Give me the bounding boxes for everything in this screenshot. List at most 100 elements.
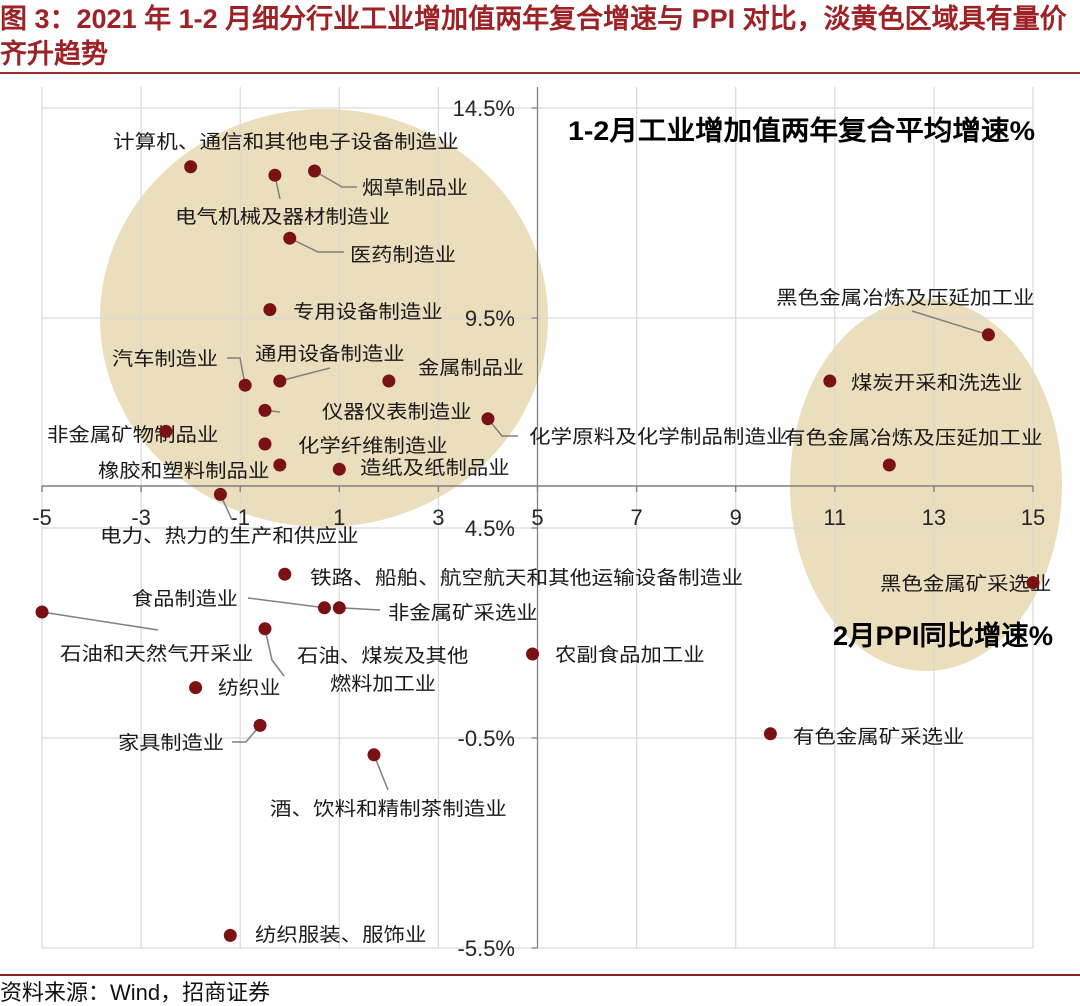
x-tick-label: -1 <box>230 505 250 530</box>
data-label: 电气机械及器材制造业 <box>175 206 390 228</box>
leader-line <box>487 418 518 437</box>
leader-line <box>232 724 261 743</box>
x-tick-label: 9 <box>730 505 742 530</box>
data-point <box>258 437 272 451</box>
footer-rule <box>0 974 1080 976</box>
data-label-line: 电气机械及器材制造业 <box>175 206 390 228</box>
data-label: 家具制造业 <box>118 732 224 754</box>
data-point <box>332 462 346 476</box>
data-point <box>278 567 292 581</box>
data-point <box>526 647 540 661</box>
data-label-line: 煤炭开采和洗选业 <box>851 372 1022 394</box>
data-point <box>253 718 267 732</box>
data-point <box>382 374 396 388</box>
data-label-line: 纺织业 <box>218 677 280 699</box>
data-label-line: 电力、热力的生产和供应业 <box>100 525 359 547</box>
data-label: 纺织业 <box>218 677 280 699</box>
data-points <box>35 160 1040 942</box>
data-label-line: 汽车制造业 <box>112 348 218 370</box>
leader-line <box>289 237 344 253</box>
figure-title: 图 3：2021 年 1-2 月细分行业工业增加值两年复合增速与 PPI 对比，… <box>0 4 1067 69</box>
data-label: 石油和天然气开采业 <box>60 643 253 665</box>
data-label: 通用设备制造业 <box>255 343 405 365</box>
data-label: 非金属矿采选业 <box>388 602 538 624</box>
data-label: 有色金属冶炼及压延加工业 <box>784 427 1043 449</box>
data-label-line: 造纸及纸制品业 <box>360 457 510 479</box>
data-point <box>223 928 237 942</box>
data-label: 电力、热力的生产和供应业 <box>100 525 359 547</box>
source-note: 资料来源：Wind，招商证券 <box>0 980 271 1005</box>
y-tick-label: -0.5% <box>458 726 515 751</box>
data-label-line: 酒、饮料和精制茶制造业 <box>270 798 507 820</box>
y-tick-label: 4.5% <box>465 516 515 541</box>
data-point <box>238 378 252 392</box>
data-label: 有色金属矿采选业 <box>793 726 964 748</box>
data-point <box>35 605 49 619</box>
leader-line <box>264 628 285 677</box>
data-label-line: 计算机、通信和其他电子设备制造业 <box>113 131 459 153</box>
data-label-line: 通用设备制造业 <box>255 343 405 365</box>
data-label-line: 非金属矿采选业 <box>388 602 538 624</box>
data-label: 计算机、通信和其他电子设备制造业 <box>113 131 459 153</box>
data-point <box>268 168 282 182</box>
data-label: 酒、饮料和精制茶制造业 <box>270 798 507 820</box>
data-point <box>283 231 297 245</box>
data-point <box>332 601 346 615</box>
data-label: 医药制造业 <box>350 244 456 266</box>
data-label-line: 石油、煤炭及其他 <box>297 645 468 667</box>
data-label-line: 燃料加工业 <box>330 673 436 695</box>
data-point <box>184 160 198 174</box>
leader-line <box>314 170 357 188</box>
data-label-line: 专用设备制造业 <box>293 301 443 323</box>
data-label-line: 黑色金属冶炼及压延加工业 <box>776 287 1035 309</box>
y-tick-label: -5.5% <box>458 936 515 961</box>
data-point <box>367 748 381 762</box>
data-label: 黑色金属冶炼及压延加工业 <box>776 287 1035 309</box>
data-label-line: 化学纤维制造业 <box>298 435 448 457</box>
x-tick-label: -3 <box>131 505 151 530</box>
data-point <box>763 727 777 741</box>
data-label: 铁路、船舶、航空航天和其他运输设备制造业 <box>310 567 743 589</box>
leader-line <box>41 611 159 631</box>
x-tick-label: 1 <box>333 505 345 530</box>
data-label-line: 橡胶和塑料制品业 <box>98 460 269 482</box>
data-label: 金属制品业 <box>418 357 524 379</box>
x-tick-label: 11 <box>823 505 846 530</box>
data-label: 汽车制造业 <box>112 348 218 370</box>
data-point <box>189 681 203 695</box>
highlight-region <box>790 299 1062 671</box>
data-label-line: 有色金属冶炼及压延加工业 <box>784 427 1043 449</box>
x-tick-label: 7 <box>630 505 642 530</box>
data-point <box>263 303 277 317</box>
y-tick-label: 9.5% <box>465 306 515 331</box>
data-label-line: 黑色金属矿采选业 <box>880 573 1051 595</box>
data-label: 专用设备制造业 <box>293 301 443 323</box>
data-point <box>481 412 495 426</box>
data-label-line: 金属制品业 <box>418 357 524 379</box>
data-label: 化学原料及化学制品制造业 <box>529 426 788 448</box>
data-label-line: 铁路、船舶、航空航天和其他运输设备制造业 <box>310 567 743 589</box>
data-point <box>159 424 173 438</box>
y-tick-label: 14.5% <box>453 96 515 121</box>
data-label-line: 农副食品加工业 <box>555 644 705 666</box>
x-tick-label: 15 <box>1021 505 1045 530</box>
leader-line <box>247 597 325 609</box>
data-point <box>258 403 272 417</box>
data-label: 煤炭开采和洗选业 <box>851 372 1022 394</box>
data-label: 非金属矿物制品业 <box>47 424 218 446</box>
data-label: 烟草制品业 <box>362 177 468 199</box>
data-point <box>981 328 995 342</box>
data-label-line: 非金属矿物制品业 <box>47 424 218 446</box>
data-label: 黑色金属矿采选业 <box>880 573 1051 595</box>
data-point <box>1026 576 1040 590</box>
data-label: 食品制造业 <box>132 588 238 610</box>
data-label-line: 纺织服装、服饰业 <box>255 924 426 946</box>
data-label-line: 仪器仪表制造业 <box>322 401 472 423</box>
y-axis-title: 1-2月工业增加值两年复合平均增速% <box>568 115 1035 146</box>
x-tick-label: -5 <box>32 505 52 530</box>
leader-line <box>227 357 246 386</box>
data-label: 造纸及纸制品业 <box>360 457 510 479</box>
